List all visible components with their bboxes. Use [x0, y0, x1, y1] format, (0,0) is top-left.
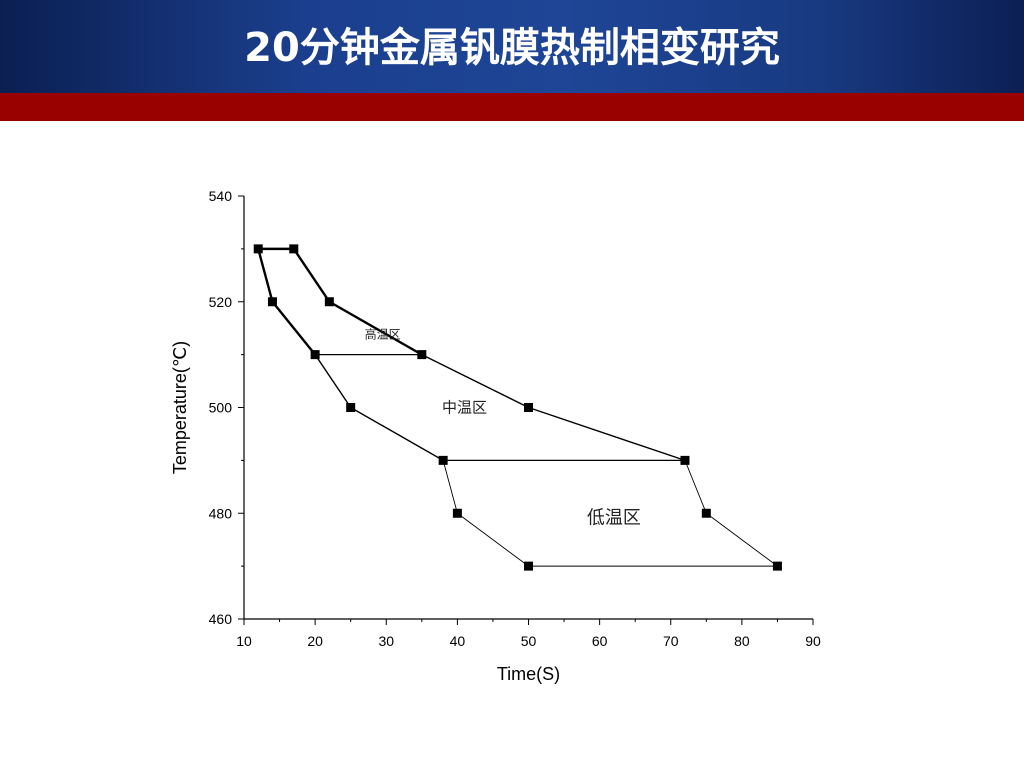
- data-point: [289, 244, 299, 254]
- data-point: [324, 297, 334, 307]
- data-point: [772, 561, 782, 571]
- y-tick-label: 480: [209, 505, 233, 521]
- series-1-segment: [442, 459, 458, 514]
- series-1-segment: [314, 353, 352, 409]
- series-2-segment: [527, 406, 686, 462]
- series-2-segment: [684, 459, 707, 514]
- zone-label: 中温区: [442, 399, 487, 417]
- x-tick-label: 20: [307, 633, 323, 649]
- series-2-segment: [705, 512, 778, 567]
- data-point: [701, 508, 711, 518]
- x-tick-label: 90: [805, 633, 821, 649]
- chart-connectors: [258, 247, 778, 567]
- x-tick-label: 80: [734, 633, 750, 649]
- series-1-segment: [257, 247, 274, 303]
- series-2-segment: [328, 300, 424, 356]
- x-tick-label: 40: [450, 633, 466, 649]
- data-point: [524, 403, 533, 412]
- title-bar: [0, 0, 1024, 93]
- data-point: [438, 455, 448, 465]
- x-tick-label: 60: [592, 633, 608, 649]
- series-1-segment: [349, 406, 444, 462]
- zone-label: 低温区: [587, 508, 641, 529]
- chart-series: [257, 247, 778, 567]
- x-tick-label: 10: [236, 633, 252, 649]
- chart-axes: 10 20 30 40 50 60 70 80 90 460 480 500 520 540: [209, 188, 821, 649]
- x-tick-label: 30: [378, 633, 394, 649]
- data-point: [452, 508, 462, 518]
- series-1-segment: [456, 512, 529, 567]
- y-tick-label: 460: [209, 611, 233, 627]
- data-point: [267, 297, 277, 307]
- zone-label: 高温区: [365, 326, 401, 341]
- x-tick-label: 50: [521, 633, 537, 649]
- x-tick-label: 70: [663, 633, 679, 649]
- accent-bar: [0, 93, 1024, 121]
- y-tick-label: 500: [209, 400, 233, 416]
- y-tick-label: 540: [209, 188, 233, 204]
- data-point: [680, 455, 690, 465]
- data-point: [346, 403, 356, 412]
- series-2-segment: [421, 353, 530, 409]
- data-point: [417, 350, 427, 360]
- series-2-segment: [292, 247, 331, 303]
- series-1-segment: [271, 300, 317, 356]
- data-point: [524, 561, 533, 571]
- chart-markers: [253, 244, 782, 571]
- page-title: 20分钟金属钒膜热制相变研究: [244, 25, 780, 71]
- data-point: [310, 350, 320, 360]
- y-tick-label: 520: [209, 294, 233, 310]
- data-point: [253, 244, 263, 254]
- y-axis-title: Temperature(℃): [170, 341, 190, 474]
- x-axis-title: Time(S): [497, 664, 560, 684]
